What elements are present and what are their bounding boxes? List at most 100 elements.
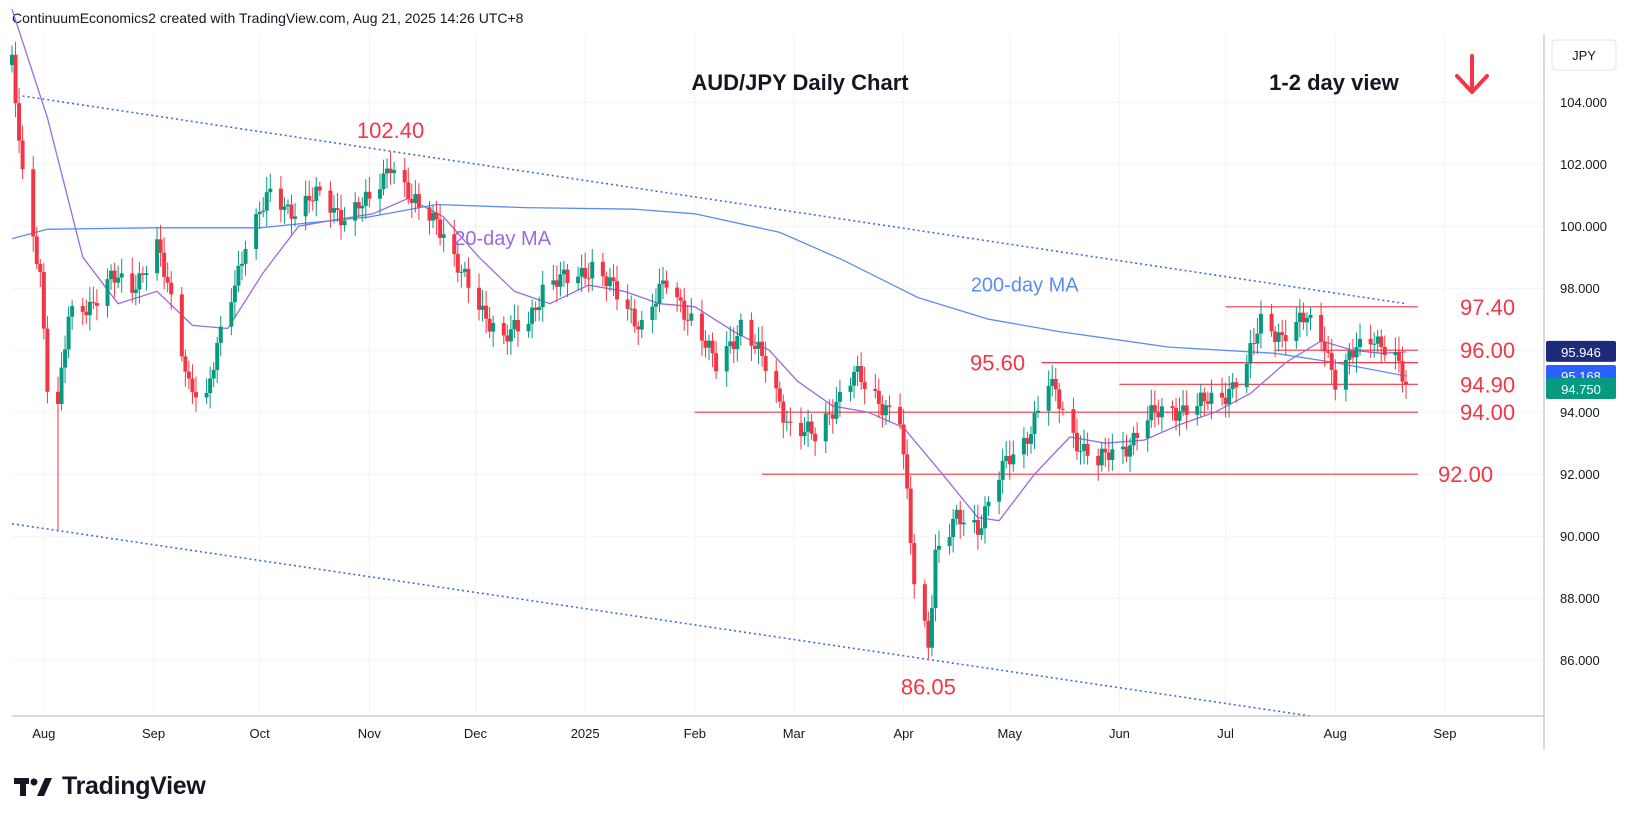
candle-body bbox=[576, 276, 581, 284]
candle-body bbox=[1046, 385, 1051, 411]
candle-body bbox=[1110, 449, 1115, 460]
level-label: 92.00 bbox=[1438, 462, 1493, 487]
candle-body bbox=[462, 268, 467, 272]
candle-body bbox=[929, 608, 934, 648]
candle-body bbox=[922, 584, 927, 621]
candle-body bbox=[809, 421, 814, 434]
candle-body bbox=[699, 313, 704, 341]
candle-body bbox=[883, 405, 888, 416]
x-tick-label: Sep bbox=[142, 726, 165, 741]
candle-body bbox=[901, 424, 906, 455]
candle-body bbox=[615, 281, 620, 300]
candle-body bbox=[232, 285, 237, 303]
candle-body bbox=[1375, 336, 1380, 344]
candle-body bbox=[1082, 443, 1087, 451]
candle-body bbox=[848, 385, 853, 392]
candle-body bbox=[1057, 389, 1062, 409]
x-tick-label: Aug bbox=[1324, 726, 1347, 741]
candle-body bbox=[1198, 392, 1203, 407]
candle-body bbox=[1096, 455, 1101, 466]
x-tick-label: Jun bbox=[1109, 726, 1130, 741]
candle-body bbox=[954, 509, 959, 519]
candle-body bbox=[41, 272, 46, 329]
candle-body bbox=[1251, 343, 1256, 345]
candle-body bbox=[1223, 397, 1228, 405]
candle-body bbox=[685, 319, 690, 321]
candle-body bbox=[254, 214, 259, 250]
candle-body bbox=[986, 501, 991, 507]
tradingview-brand[interactable]: TradingView bbox=[14, 772, 206, 801]
candle-body bbox=[1400, 361, 1405, 382]
y-tick-label: 90.000 bbox=[1560, 529, 1600, 544]
ma-20-label: 20-day MA bbox=[454, 228, 551, 250]
candle-body bbox=[1028, 434, 1033, 444]
candle-body bbox=[289, 204, 294, 219]
candle-body bbox=[777, 388, 782, 402]
candle-body bbox=[540, 284, 545, 308]
candle-body bbox=[661, 280, 666, 284]
candle-body bbox=[1184, 405, 1189, 415]
candle-body bbox=[392, 170, 397, 174]
candle-body bbox=[356, 202, 361, 209]
candle-body bbox=[480, 305, 485, 310]
x-tick-label: Feb bbox=[684, 726, 706, 741]
candle-body bbox=[381, 173, 386, 190]
candle-body bbox=[1273, 331, 1278, 342]
candle-body bbox=[144, 273, 149, 275]
candle-body bbox=[1220, 392, 1225, 398]
candle-body bbox=[600, 261, 605, 277]
chart-title: AUD/JPY Daily Chart bbox=[691, 70, 909, 95]
candle-body bbox=[653, 303, 658, 307]
candle-body bbox=[264, 192, 269, 211]
candle-body bbox=[282, 206, 287, 210]
candle-body bbox=[632, 308, 637, 327]
candle-body bbox=[243, 249, 248, 264]
candle-body bbox=[17, 103, 22, 141]
candle-body bbox=[487, 318, 492, 332]
candle-body bbox=[1053, 378, 1058, 390]
candle-body bbox=[887, 405, 892, 407]
candle-body bbox=[735, 335, 740, 350]
candle-body bbox=[466, 268, 471, 288]
candle-body bbox=[728, 341, 733, 347]
candle-body bbox=[586, 278, 591, 280]
candle-body bbox=[774, 370, 779, 389]
candle-body bbox=[1202, 392, 1207, 402]
candle-body bbox=[1393, 352, 1398, 356]
candle-body bbox=[314, 186, 319, 201]
candle-body bbox=[961, 522, 966, 525]
candle-body bbox=[675, 287, 680, 298]
candle-body bbox=[385, 168, 390, 174]
candle-body bbox=[1255, 333, 1260, 344]
candle-body bbox=[80, 306, 85, 312]
candle-body bbox=[45, 328, 50, 392]
trendline bbox=[11, 523, 1311, 717]
candle-body bbox=[1269, 313, 1274, 332]
candle-body bbox=[926, 620, 931, 648]
candle-body bbox=[639, 319, 644, 330]
candle-body bbox=[87, 301, 92, 316]
candlesticks bbox=[10, 41, 1409, 659]
candle-body bbox=[636, 326, 641, 330]
candle-body bbox=[530, 307, 535, 324]
candle-body bbox=[714, 353, 719, 372]
candle-body bbox=[169, 282, 174, 295]
candle-body bbox=[855, 366, 860, 372]
candle-body bbox=[208, 378, 213, 393]
candle-body bbox=[155, 239, 160, 274]
candle-body bbox=[1333, 369, 1338, 390]
candle-body bbox=[558, 274, 563, 287]
candle-body bbox=[1174, 408, 1179, 421]
candle-body bbox=[1050, 378, 1055, 386]
candle-body bbox=[1280, 332, 1285, 336]
candle-body bbox=[979, 528, 984, 535]
candle-body bbox=[427, 207, 432, 221]
candle-body bbox=[434, 212, 439, 220]
candle-body bbox=[625, 299, 630, 309]
candle-body bbox=[335, 208, 340, 211]
candle-body bbox=[452, 234, 457, 255]
candle-body bbox=[377, 189, 382, 199]
price-tag-box bbox=[1546, 340, 1616, 362]
candle-body bbox=[165, 276, 170, 283]
